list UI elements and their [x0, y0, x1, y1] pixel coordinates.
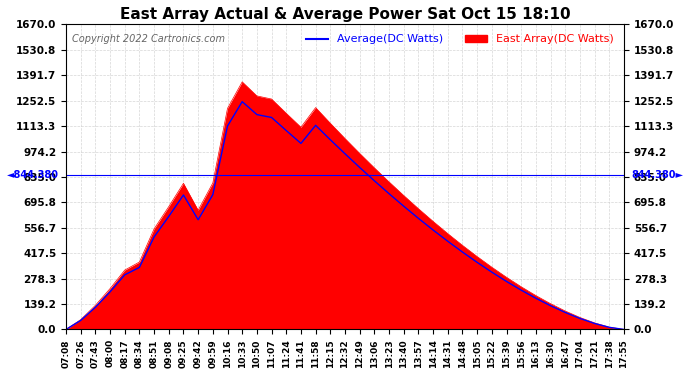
- Text: Copyright 2022 Cartronics.com: Copyright 2022 Cartronics.com: [72, 34, 224, 44]
- Title: East Array Actual & Average Power Sat Oct 15 18:10: East Array Actual & Average Power Sat Oc…: [119, 7, 571, 22]
- Text: 844.380►: 844.380►: [631, 170, 683, 180]
- Text: ◄844.380: ◄844.380: [7, 170, 59, 180]
- Legend: Average(DC Watts), East Array(DC Watts): Average(DC Watts), East Array(DC Watts): [302, 30, 618, 49]
